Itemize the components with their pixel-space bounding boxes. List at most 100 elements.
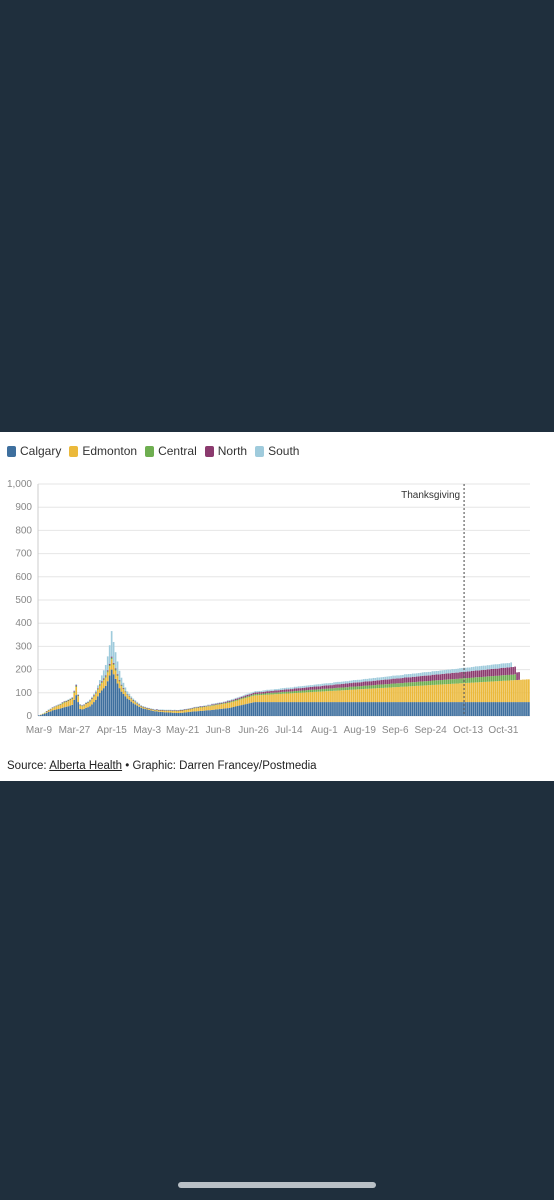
bar-segment-calgary bbox=[222, 708, 225, 716]
bar-segment-south bbox=[280, 688, 282, 691]
bar-segment-central bbox=[333, 688, 335, 691]
bar-segment-south bbox=[209, 704, 211, 706]
bar-segment-north bbox=[516, 672, 518, 681]
bar-segment-edmonton bbox=[99, 685, 101, 693]
bar-segment-north bbox=[333, 684, 335, 689]
bar-segment-south bbox=[468, 667, 471, 672]
bar-segment-calgary bbox=[252, 702, 255, 716]
bar-segment-edmonton bbox=[104, 677, 107, 686]
bar-segment-calgary bbox=[289, 702, 292, 716]
bar-segment-calgary bbox=[260, 702, 263, 716]
bar-segment-north bbox=[116, 674, 119, 676]
home-indicator[interactable] bbox=[178, 1182, 376, 1188]
bar-segment-calgary bbox=[266, 702, 268, 716]
bar-segment-south bbox=[445, 669, 448, 674]
bar-segment-central bbox=[402, 683, 404, 687]
bar-segment-calgary bbox=[492, 702, 495, 716]
bar-segment-calgary bbox=[427, 702, 430, 716]
bar-segment-edmonton bbox=[380, 687, 383, 703]
bar-segment-edmonton bbox=[407, 686, 410, 703]
bar-segment-north bbox=[67, 699, 70, 701]
bar-segment-south bbox=[148, 707, 150, 709]
bar-segment-south bbox=[284, 687, 286, 690]
bar-segment-central bbox=[232, 700, 235, 702]
bar-segment-calgary bbox=[236, 706, 239, 716]
bar-segment-south bbox=[333, 682, 335, 685]
bar-segment-south bbox=[480, 665, 483, 671]
bar-segment-edmonton bbox=[433, 684, 436, 703]
bar-segment-north bbox=[106, 670, 109, 672]
bar-segment-north bbox=[228, 700, 231, 702]
bar-segment-north bbox=[518, 672, 520, 680]
bar-segment-central bbox=[110, 657, 113, 660]
bar-segment-south bbox=[451, 669, 453, 673]
bar-segment-south bbox=[136, 701, 139, 703]
bar-segment-north bbox=[370, 681, 373, 686]
bar-segment-north bbox=[173, 710, 176, 711]
bar-segment-central bbox=[238, 698, 241, 700]
bar-segment-central bbox=[282, 691, 284, 694]
bar-segment-north bbox=[356, 682, 359, 687]
bar-segment-calgary bbox=[285, 702, 288, 716]
bar-segment-central bbox=[106, 671, 109, 673]
bar-segment-edmonton bbox=[348, 689, 351, 703]
bar-segment-south bbox=[439, 670, 442, 675]
bar-segment-central bbox=[209, 705, 211, 707]
bar-segment-north bbox=[248, 694, 251, 696]
bar-segment-north bbox=[311, 687, 314, 690]
bar-segment-south bbox=[496, 664, 499, 669]
x-tick-label: Mar-9 bbox=[26, 725, 53, 736]
bar-segment-calgary bbox=[451, 702, 453, 716]
legend-item-central: Central bbox=[145, 444, 197, 458]
bar-segment-edmonton bbox=[449, 683, 451, 703]
bar-segment-north bbox=[207, 705, 209, 706]
bar-segment-central bbox=[500, 675, 503, 681]
bar-segment-central bbox=[268, 693, 270, 695]
legend-item-south: South bbox=[255, 444, 299, 458]
bar-segment-edmonton bbox=[134, 702, 137, 705]
bar-segment-central bbox=[219, 703, 221, 705]
bar-segment-north bbox=[431, 674, 434, 681]
bar-segment-north bbox=[97, 688, 99, 689]
bar-segment-north bbox=[148, 708, 150, 709]
bar-segment-south bbox=[299, 686, 302, 689]
bar-segment-edmonton bbox=[236, 700, 239, 707]
bar-segment-edmonton bbox=[270, 694, 272, 703]
bar-segment-central bbox=[343, 687, 345, 691]
bar-segment-calgary bbox=[187, 712, 190, 716]
bar-segment-central bbox=[494, 675, 497, 682]
x-tick-label: Aug-19 bbox=[344, 725, 377, 736]
bar-segment-central bbox=[102, 679, 105, 681]
bar-segment-calgary bbox=[51, 710, 54, 716]
bar-segment-north bbox=[409, 677, 412, 683]
bar-segment-edmonton bbox=[89, 701, 91, 707]
bar-segment-north bbox=[374, 680, 377, 686]
bar-segment-north bbox=[299, 688, 302, 691]
bar-segment-calgary bbox=[435, 702, 438, 716]
bar-segment-south bbox=[211, 703, 213, 705]
bar-segment-north bbox=[358, 682, 361, 687]
bar-segment-central bbox=[280, 692, 282, 694]
bar-segment-calgary bbox=[154, 711, 156, 716]
bar-segment-edmonton bbox=[156, 709, 158, 712]
bar-segment-north bbox=[429, 675, 432, 681]
source-link[interactable]: Alberta Health bbox=[49, 760, 123, 772]
bar-segment-edmonton bbox=[256, 695, 259, 703]
bar-segment-edmonton bbox=[301, 692, 304, 703]
bar-segment-central bbox=[63, 701, 66, 703]
bar-segment-south bbox=[199, 706, 202, 707]
bar-segment-edmonton bbox=[374, 688, 377, 703]
bar-segment-north bbox=[337, 684, 339, 688]
bar-segment-central bbox=[337, 687, 339, 691]
bar-segment-calgary bbox=[142, 708, 144, 716]
bar-segment-calgary bbox=[148, 709, 150, 716]
bar-segment-calgary bbox=[384, 702, 387, 716]
bar-segment-north bbox=[319, 686, 322, 690]
bar-segment-north bbox=[506, 667, 509, 675]
bar-segment-edmonton bbox=[205, 706, 207, 711]
bar-segment-edmonton bbox=[59, 704, 62, 709]
bar-segment-central bbox=[345, 687, 347, 691]
bar-segment-south bbox=[219, 702, 221, 704]
bar-segment-south bbox=[191, 707, 194, 709]
bar-segment-calgary bbox=[87, 707, 89, 716]
